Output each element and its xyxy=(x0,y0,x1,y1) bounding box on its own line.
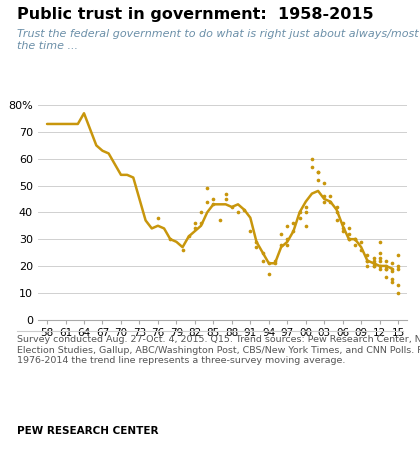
Point xyxy=(376,254,383,261)
Point xyxy=(259,249,266,256)
Point xyxy=(388,260,395,267)
Point xyxy=(333,217,340,224)
Point xyxy=(346,235,352,243)
Point xyxy=(302,209,309,216)
Point xyxy=(383,273,389,280)
Point xyxy=(192,225,198,232)
Point xyxy=(302,222,309,230)
Point xyxy=(315,169,321,176)
Point xyxy=(339,220,346,227)
Point xyxy=(352,235,358,243)
Point xyxy=(352,241,358,248)
Point xyxy=(309,163,315,171)
Point xyxy=(290,228,297,235)
Point xyxy=(339,225,346,232)
Point xyxy=(352,235,358,243)
Point xyxy=(395,281,402,288)
Point xyxy=(388,268,395,275)
Point xyxy=(253,238,260,245)
Point xyxy=(388,279,395,286)
Point xyxy=(265,260,272,267)
Point xyxy=(204,198,210,205)
Point xyxy=(388,265,395,272)
Point xyxy=(216,217,223,224)
Point xyxy=(358,238,365,245)
Point xyxy=(241,206,247,213)
Point xyxy=(358,246,365,253)
Point xyxy=(198,209,205,216)
Point xyxy=(185,233,192,240)
Point xyxy=(339,228,346,235)
Point xyxy=(364,257,371,264)
Point xyxy=(290,220,297,227)
Point xyxy=(155,214,161,221)
Text: Public trust in government:  1958-2015: Public trust in government: 1958-2015 xyxy=(17,7,373,22)
Text: PEW RESEARCH CENTER: PEW RESEARCH CENTER xyxy=(17,427,158,436)
Point xyxy=(383,257,389,264)
Point xyxy=(222,195,229,203)
Point xyxy=(327,193,334,200)
Point xyxy=(364,257,371,264)
Point xyxy=(321,179,328,186)
Point xyxy=(383,262,389,270)
Point xyxy=(364,252,371,259)
Point xyxy=(296,214,303,221)
Point xyxy=(333,203,340,211)
Point xyxy=(278,230,284,238)
Point xyxy=(167,235,173,243)
Point xyxy=(284,235,291,243)
Point xyxy=(265,270,272,278)
Point xyxy=(272,260,278,267)
Text: Trust the federal government to do what is right just about always/most of
the t: Trust the federal government to do what … xyxy=(17,29,420,51)
Point xyxy=(395,262,402,270)
Point xyxy=(370,260,377,267)
Point xyxy=(395,265,402,272)
Point xyxy=(376,265,383,272)
Point xyxy=(327,198,334,205)
Point xyxy=(296,209,303,216)
Point xyxy=(210,201,217,208)
Point xyxy=(315,176,321,184)
Point xyxy=(259,257,266,264)
Point xyxy=(302,203,309,211)
Point xyxy=(395,252,402,259)
Point xyxy=(346,235,352,243)
Point xyxy=(370,262,377,270)
Point xyxy=(370,257,377,264)
Point xyxy=(346,230,352,238)
Point xyxy=(376,262,383,270)
Point xyxy=(364,262,371,270)
Point xyxy=(388,276,395,283)
Point xyxy=(376,257,383,264)
Point xyxy=(192,220,198,227)
Point xyxy=(309,155,315,162)
Point xyxy=(346,225,352,232)
Point xyxy=(253,243,260,251)
Point xyxy=(370,262,377,270)
Point xyxy=(315,169,321,176)
Point xyxy=(376,249,383,256)
Point xyxy=(247,228,254,235)
Point xyxy=(284,241,291,248)
Point xyxy=(321,198,328,205)
Point xyxy=(321,193,328,200)
Point xyxy=(204,184,210,192)
Point xyxy=(333,209,340,216)
Point xyxy=(272,257,278,264)
Point xyxy=(383,265,389,272)
Point xyxy=(395,289,402,296)
Point xyxy=(228,203,235,211)
Point xyxy=(370,254,377,261)
Point xyxy=(284,222,291,230)
Point xyxy=(222,190,229,197)
Text: Survey conducted Aug. 27-Oct. 4, 2015. Q15. Trend sources: Pew Research Center, : Survey conducted Aug. 27-Oct. 4, 2015. Q… xyxy=(17,335,420,365)
Point xyxy=(179,246,186,253)
Point xyxy=(198,220,205,227)
Point xyxy=(235,209,242,216)
Point xyxy=(278,241,284,248)
Point xyxy=(376,238,383,245)
Point xyxy=(383,265,389,272)
Point xyxy=(210,195,217,203)
